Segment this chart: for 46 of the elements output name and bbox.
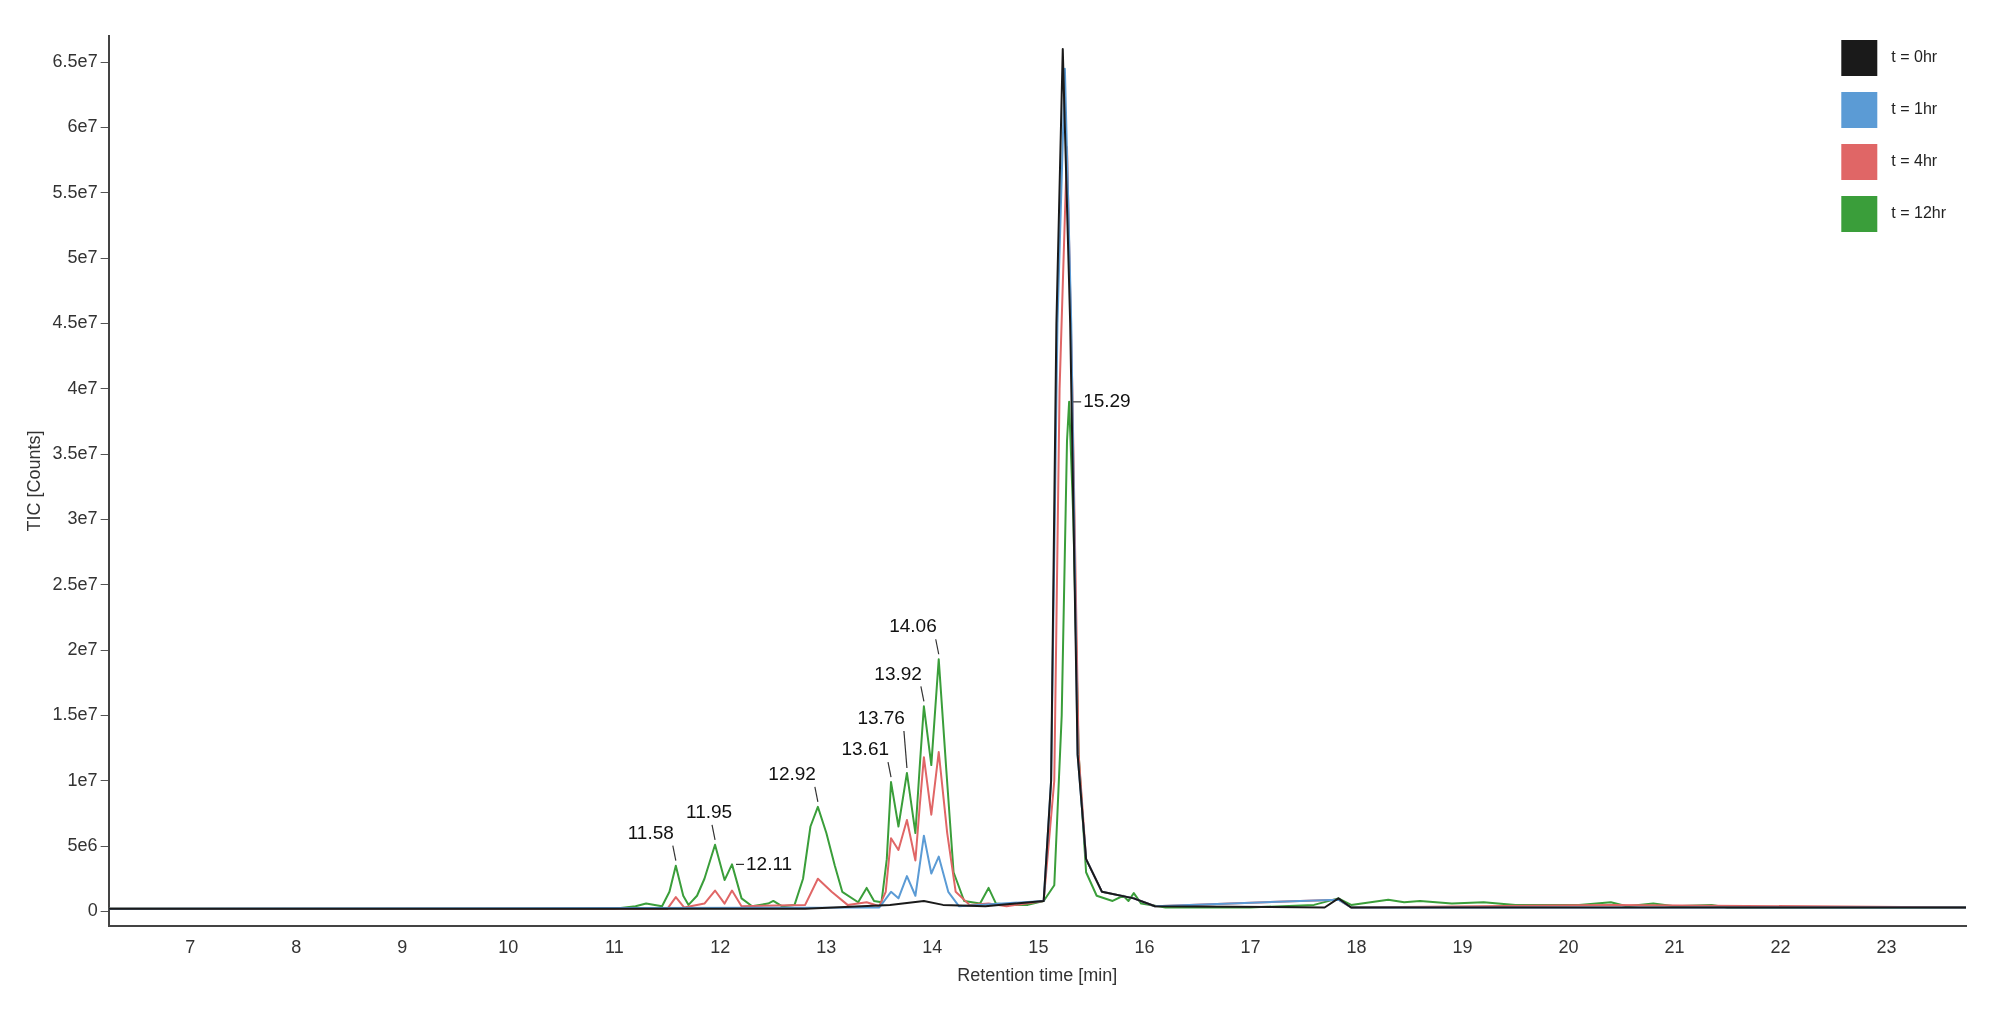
- y-tick-label: 2.5e7: [52, 573, 98, 594]
- y-tick-label: 5.5e7: [52, 181, 98, 202]
- x-tick-label: 21: [1664, 936, 1685, 957]
- x-tick-label: 7: [185, 936, 196, 957]
- x-tick-label: 8: [291, 936, 302, 957]
- annotation: 14.06: [889, 615, 937, 637]
- y-tick-label: 3.5e7: [52, 443, 98, 464]
- x-tick-label: 10: [498, 936, 519, 957]
- y-tick-label: 3e7: [67, 508, 98, 529]
- x-tick-label: 17: [1240, 936, 1261, 957]
- x-tick-label: 15: [1028, 936, 1049, 957]
- x-axis-title: Retention time [min]: [957, 965, 1118, 986]
- y-tick-label: 6e7: [67, 116, 98, 137]
- x-tick-label: 19: [1452, 936, 1473, 957]
- x-tick-label: 23: [1876, 936, 1897, 957]
- y-tick-label: 1.5e7: [52, 704, 98, 725]
- legend-label: t = 0hr: [1891, 48, 1938, 66]
- y-tick-label: 0: [87, 900, 98, 921]
- y-tick-label: 1e7: [67, 769, 98, 790]
- y-tick-label: 5e7: [67, 247, 98, 268]
- y-tick-label: 4.5e7: [52, 312, 98, 333]
- x-tick-label: 14: [922, 936, 943, 957]
- y-tick-label: 4e7: [67, 377, 98, 398]
- legend-label: t = 12hr: [1891, 204, 1947, 222]
- annotation: 12.92: [768, 763, 816, 785]
- x-tick-label: 18: [1346, 936, 1367, 957]
- y-tick-label: 5e6: [67, 835, 98, 856]
- annotation: 12.11: [746, 852, 793, 874]
- annotation: 11.95: [685, 801, 733, 823]
- y-tick-label: 6.5e7: [52, 51, 98, 72]
- x-tick-label: 12: [710, 936, 731, 957]
- legend-label: t = 4hr: [1891, 152, 1938, 170]
- x-tick-label: 22: [1770, 936, 1791, 957]
- y-tick-label: 2e7: [67, 639, 98, 660]
- annotation: 15.29: [1083, 390, 1131, 412]
- x-tick-label: 9: [397, 936, 408, 957]
- x-tick-label: 11: [604, 936, 624, 957]
- y-axis-title: TIC [Counts]: [23, 430, 44, 532]
- annotation: 13.76: [857, 707, 905, 729]
- x-tick-label: 16: [1134, 936, 1155, 957]
- annotation: 11.58: [627, 821, 674, 843]
- annotation: 13.61: [841, 738, 890, 760]
- annotation: 13.92: [874, 662, 922, 684]
- x-tick-label: 13: [816, 936, 837, 957]
- legend-label: t = 1hr: [1891, 100, 1938, 118]
- x-tick-label: 20: [1558, 936, 1579, 957]
